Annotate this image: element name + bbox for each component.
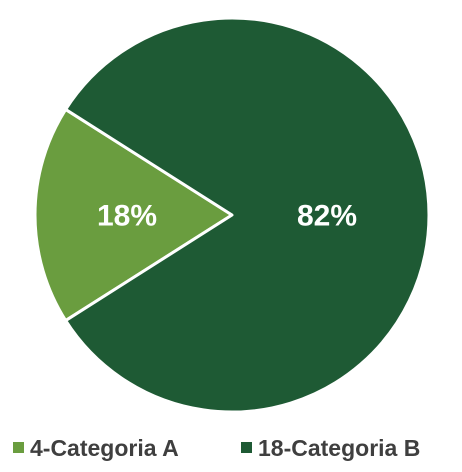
legend-swatch-1: [13, 442, 24, 453]
pie-slices: [33, 16, 431, 414]
pie-labels: 18% 82%: [97, 200, 357, 233]
legend: 4-Categoria A 18-Categoria B: [13, 435, 420, 461]
legend-swatch-2: [241, 442, 252, 453]
pie-slice-2: [64, 16, 431, 414]
pie-slice-1: [33, 107, 234, 323]
legend-label-1: 4-Categoria A: [30, 435, 179, 461]
slice-data-label-1: 18%: [97, 200, 157, 233]
legend-label-2: 18-Categoria B: [258, 435, 420, 461]
slice-data-label-2: 82%: [297, 200, 357, 233]
